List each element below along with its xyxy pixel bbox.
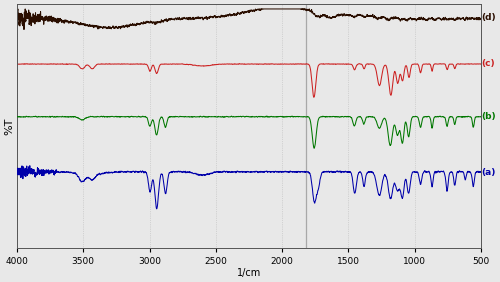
Text: (d): (d) (482, 13, 496, 22)
Text: (b): (b) (482, 112, 496, 121)
X-axis label: 1/cm: 1/cm (237, 268, 261, 278)
Text: (c): (c) (482, 60, 495, 69)
Y-axis label: %T: %T (4, 118, 14, 135)
Text: (a): (a) (482, 168, 496, 177)
